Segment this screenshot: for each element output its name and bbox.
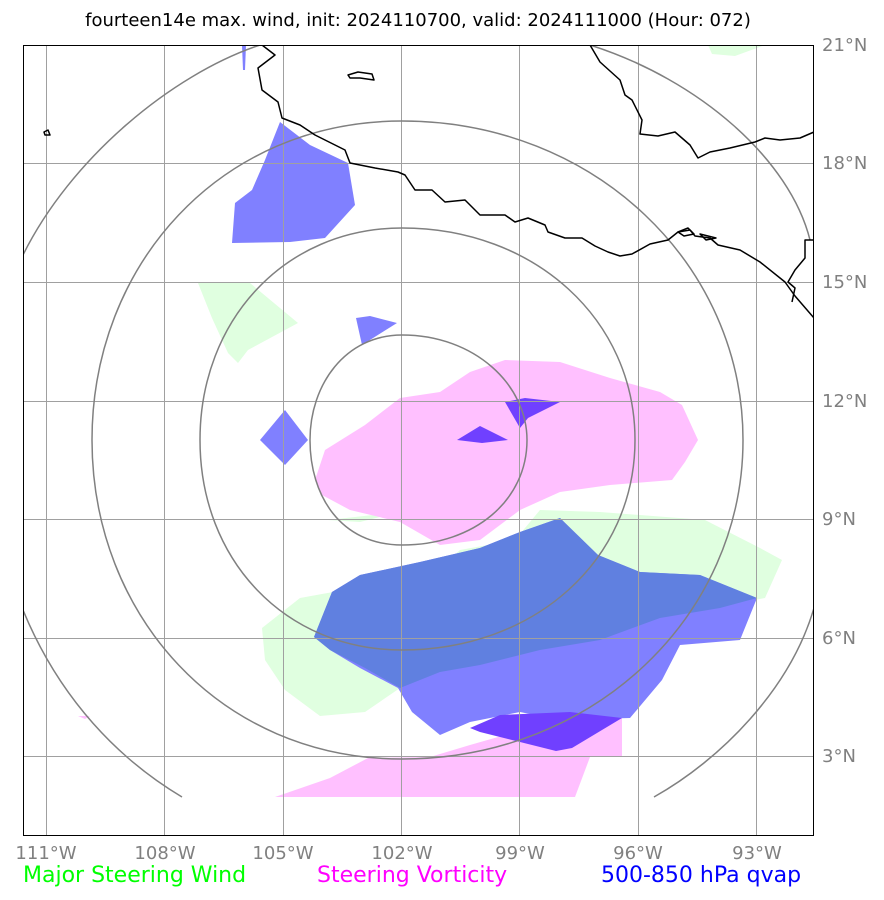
lon-label: 102°W [371,843,433,864]
coastline-yucatan [787,239,814,303]
qvap-overlap-area [314,518,757,688]
legend-steering-vorticity: Steering Vorticity [317,863,508,888]
qvap-strong-area [457,426,508,443]
lat-label: 6°N [822,628,856,649]
lat-label: 9°N [822,509,856,530]
qvap-area [232,122,355,243]
gridlines [23,45,814,836]
lat-label: 21°N [822,35,868,56]
lat-label: 15°N [822,272,868,293]
lon-label: 96°W [613,843,663,864]
map-title: fourteen14e max. wind, init: 2024110700,… [85,10,751,31]
range-ring [91,120,744,760]
legend-qvap: 500-850 hPa qvap [601,863,802,888]
qvap-strong-area [470,712,622,751]
range-ring [309,334,528,546]
lon-label: 105°W [252,843,314,864]
steering-wind-area [198,283,298,363]
vorticity-area [315,360,698,545]
range-ring [23,609,183,798]
island [43,129,51,136]
lat-label: 12°N [822,391,868,412]
range-ring [653,607,814,798]
coastline-mexico [257,45,814,319]
lon-label: 93°W [732,843,782,864]
coastline-gulf [589,45,814,159]
lat-label: 3°N [822,746,856,767]
range-rings [23,45,814,798]
range-ring [589,45,811,241]
island [347,71,375,81]
lon-label: 111°W [15,843,77,864]
lat-label: 18°N [822,153,868,174]
qvap-area [356,316,397,345]
lon-label: 99°W [495,843,545,864]
lon-label: 108°W [134,843,196,864]
coastline [43,45,814,319]
steering-wind-area [708,45,765,56]
range-ring [23,45,261,256]
qvap-layer [232,45,757,751]
island [677,227,695,237]
qvap-strong-area [505,398,560,428]
map-frame [23,45,814,836]
range-ring [199,227,636,651]
island [699,233,717,241]
legend-steering-wind: Major Steering Wind [23,863,247,888]
